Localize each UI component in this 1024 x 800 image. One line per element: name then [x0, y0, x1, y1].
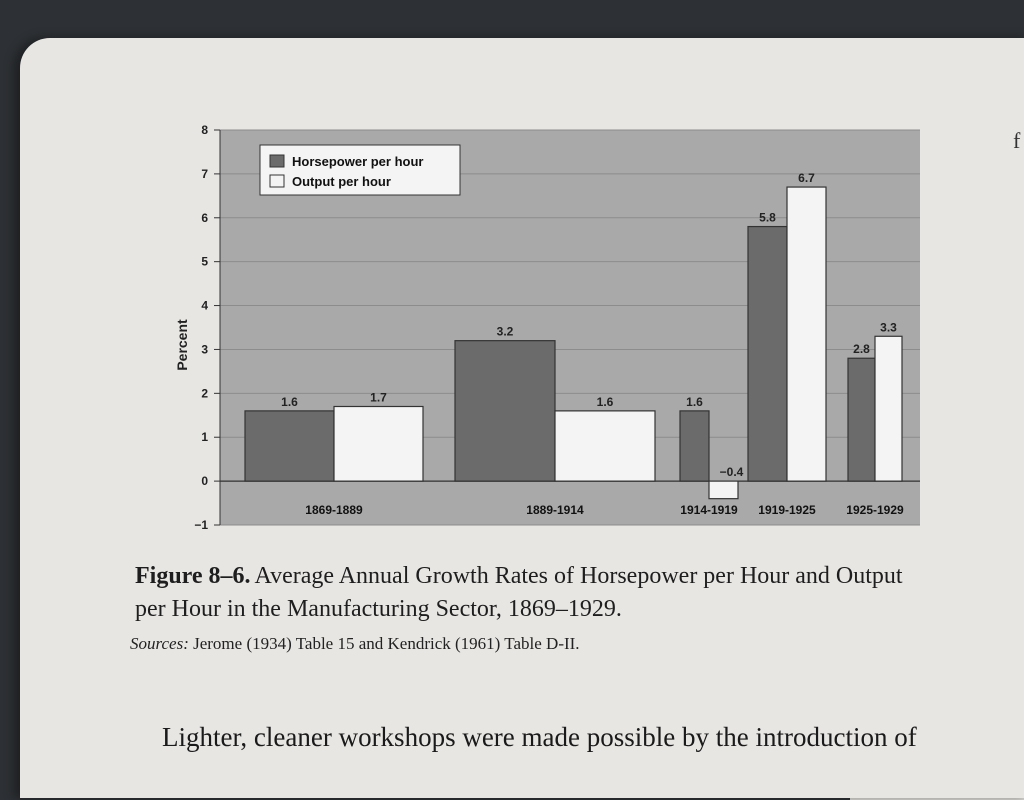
y-tick-label: 6: [201, 211, 208, 225]
output-data-label: −0.4: [720, 465, 744, 479]
y-tick-label: 4: [201, 299, 208, 313]
y-tick-label: 8: [201, 123, 208, 137]
sources-text: Jerome (1934) Table 15 and Kendrick (196…: [193, 634, 580, 653]
output-bar: [554, 410, 656, 482]
output-bar: [874, 335, 903, 482]
plot-area: −1 0 1 2 3 4 5 6 7 8 1.6 1.7 1869-1889 3.2 1.6 1889-191…: [194, 123, 920, 532]
figure-caption: Figure 8–6. Average Annual Growth Rates …: [135, 560, 935, 626]
legend-swatch-output: [269, 174, 285, 188]
x-category-label: 1914-1919: [680, 503, 738, 517]
y-tick-label: 3: [201, 342, 208, 356]
horsepower-data-label: 2.8: [853, 342, 870, 356]
horsepower-data-label: 3.2: [497, 325, 514, 339]
horsepower-bar: [747, 225, 788, 482]
horsepower-data-label: 1.6: [281, 395, 298, 409]
output-data-label: 1.7: [370, 391, 387, 405]
x-category-label: 1869-1889: [305, 503, 363, 517]
horsepower-bar: [244, 410, 335, 482]
horsepower-data-label: 5.8: [759, 211, 776, 225]
x-category-label: 1925-1929: [846, 503, 904, 517]
y-tick-label: 7: [201, 167, 208, 181]
horsepower-data-label: 1.6: [686, 395, 703, 409]
y-tick-label: 5: [201, 255, 208, 269]
output-bar: [786, 186, 827, 482]
figure-label: Figure 8–6.: [135, 563, 251, 589]
y-tick-label: −1: [194, 518, 208, 532]
body-text: Lighter, cleaner workshops were made pos…: [162, 722, 917, 752]
figure-sources: Sources: Jerome (1934) Table 15 and Kend…: [130, 634, 580, 654]
x-category-label: 1889-1914: [526, 503, 584, 517]
output-bar: [708, 480, 739, 500]
y-tick-label: 0: [201, 474, 208, 488]
figure-chart: Percent −1 0 1 2 3 4 5 6 7 8 1.6 1.7 1869-1889 3.2 1.6…: [160, 110, 930, 550]
output-bar: [333, 405, 424, 482]
figure-title: Average Annual Growth Rates of Horsepowe…: [135, 563, 903, 622]
next-page-text: f: [1013, 128, 1021, 153]
legend-box: [259, 144, 461, 196]
y-tick-label: 2: [201, 386, 208, 400]
x-category-label: 1919-1925: [758, 503, 816, 517]
horsepower-bar: [454, 340, 556, 482]
sources-label: Sources:: [130, 634, 189, 653]
horsepower-bar: [679, 410, 710, 482]
output-data-label: 1.6: [597, 395, 614, 409]
y-axis-label: Percent: [174, 319, 190, 371]
legend-label-horsepower: Horsepower per hour: [292, 154, 423, 169]
legend-swatch-horsepower: [269, 154, 285, 168]
legend-label-output: Output per hour: [292, 174, 391, 189]
bar-chart: Percent −1 0 1 2 3 4 5 6 7 8 1.6 1.7 1869-1889 3.2 1.6…: [174, 123, 920, 532]
horsepower-bar: [847, 357, 876, 482]
output-data-label: 6.7: [798, 171, 815, 185]
output-data-label: 3.3: [880, 320, 897, 334]
y-tick-label: 1: [201, 430, 208, 444]
